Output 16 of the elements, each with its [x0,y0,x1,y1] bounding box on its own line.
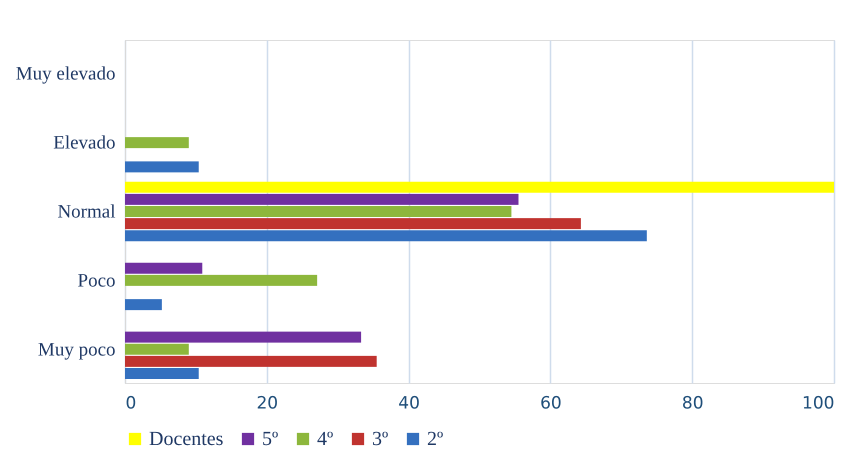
x-tick-label: 80 [682,394,704,414]
y-tick-label: Muy elevado [16,64,116,85]
legend-label: 5º [262,428,278,450]
x-tick-label: 0 [126,394,136,414]
x-tick-label: 40 [398,394,420,414]
y-tick-label: Muy poco [38,339,116,360]
legend-label: 2º [427,428,444,450]
x-tick-label: 60 [540,394,562,414]
legend-label: Docentes [149,428,224,450]
legend-label: 3º [372,428,388,450]
legend-label: 4º [317,428,334,450]
x-tick-label: 20 [256,394,278,414]
y-tick-label: Poco [78,270,116,292]
y-tick-label: Elevado [53,132,116,154]
x-tick-label: 100 [802,394,834,414]
y-tick-label: Normal [57,202,116,222]
